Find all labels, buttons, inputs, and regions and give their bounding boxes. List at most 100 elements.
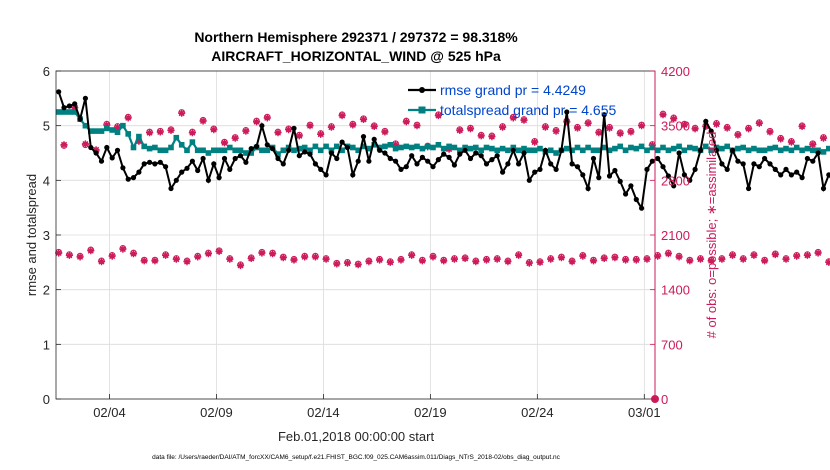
spread-point [649, 144, 656, 151]
rmse-point [419, 154, 425, 160]
spread-point [596, 147, 602, 154]
spread-point [152, 144, 158, 151]
y-right-tick-label: 700 [661, 337, 683, 352]
rmse-point [398, 166, 404, 172]
obs-assimilated-point [279, 254, 287, 262]
spread-point [724, 143, 730, 150]
x-tick-label: 02/04 [93, 405, 126, 420]
obs-assimilated-point [87, 247, 95, 255]
obs-assimilated-point [327, 123, 335, 131]
y-tick-label: 2 [43, 283, 50, 298]
obs-assimilated-point [825, 258, 830, 266]
obs-assimilated-point [691, 125, 699, 133]
spread-point [114, 129, 121, 135]
obs-assimilated-point [803, 251, 811, 259]
obs-assimilated-point [664, 250, 672, 258]
rmse-point [130, 175, 137, 181]
rmse-point [157, 159, 163, 165]
obs-assimilated-point [60, 141, 68, 149]
spread-point [767, 145, 773, 152]
rmse-point [441, 151, 447, 157]
rmse-point [574, 164, 581, 170]
spread-point [692, 145, 698, 152]
spread-point [157, 147, 164, 154]
rmse-point [232, 155, 238, 162]
rmse-point [681, 172, 688, 178]
obs-assimilated-point [172, 255, 180, 263]
spread-point [376, 144, 383, 151]
obs-assimilated-point [573, 124, 582, 132]
spread-point [178, 142, 185, 148]
rmse-point [457, 151, 463, 157]
spread-point [820, 149, 827, 155]
rmse-point [826, 172, 830, 178]
obs-assimilated-point [119, 245, 127, 253]
rmse-point [109, 155, 115, 161]
obs-assimilated-point [236, 261, 245, 270]
obs-assimilated-point [605, 124, 614, 132]
obs-assimilated-point [472, 258, 480, 266]
rmse-point [521, 150, 527, 156]
rmse-point [510, 147, 516, 153]
rmse-point [227, 166, 233, 172]
obs-assimilated-point [135, 137, 143, 145]
obs-assimilated-point [156, 128, 164, 136]
rmse-point [409, 153, 415, 159]
spread-point [526, 147, 533, 154]
rmse-point [147, 159, 153, 165]
spread-point [280, 147, 287, 154]
obs-assimilated-point [322, 255, 330, 263]
rmse-point [713, 147, 720, 153]
obs-assimilated-point [819, 134, 828, 142]
spread-point [312, 143, 319, 150]
rmse-point [120, 165, 126, 171]
spread-point [547, 147, 554, 154]
spread-point [317, 147, 324, 154]
spread-point [104, 125, 110, 132]
obs-assimilated-point [81, 140, 89, 148]
spread-point [248, 150, 254, 156]
rmse-point [179, 169, 185, 175]
rmse-point [815, 150, 821, 156]
spread-point [430, 144, 436, 151]
obs-assimilated-point [408, 251, 416, 259]
rmse-point [168, 185, 174, 192]
rmse-point [708, 128, 714, 134]
rmse-point [478, 153, 484, 159]
rmse-point [61, 105, 67, 111]
rmse-point [665, 173, 672, 179]
rmse-point [56, 89, 62, 95]
rmse-point [500, 169, 506, 175]
rmse-point [489, 157, 495, 163]
obs-assimilated-point [204, 250, 212, 258]
obs-assimilated-point [376, 256, 384, 264]
spread-point [162, 147, 169, 154]
rmse-point [82, 95, 88, 101]
obs-assimilated-point [413, 122, 421, 130]
y-right-tick-label: 2100 [661, 228, 690, 243]
spread-point [61, 109, 67, 115]
rmse-point [435, 157, 441, 163]
spread-point [654, 147, 661, 154]
spread-point [745, 147, 752, 154]
rmse-point [505, 161, 511, 167]
rmse-point [296, 153, 302, 159]
rmse-point [697, 147, 704, 153]
spread-point [125, 131, 131, 137]
footnote: data file: /Users/raeder/DAI/ATM_forcXX/… [152, 454, 561, 461]
spread-point [71, 109, 78, 115]
spread-point [681, 147, 688, 154]
spread-point [708, 147, 714, 154]
obs-assimilated-point [787, 138, 795, 146]
rmse-point [788, 172, 795, 178]
rmse-point [211, 161, 217, 167]
obs-assimilated-point [482, 256, 491, 264]
obs-assimilated-point [766, 128, 774, 136]
spread-point [382, 143, 388, 150]
rmse-point [243, 159, 249, 165]
obs-assimilated-point [151, 257, 159, 265]
chart-title: Northern Hemisphere 292371 / 297372 = 98… [194, 29, 518, 45]
legend: rmse grand pr = 4.4249 totalspread grand… [408, 82, 617, 118]
rmse-point [628, 183, 634, 189]
